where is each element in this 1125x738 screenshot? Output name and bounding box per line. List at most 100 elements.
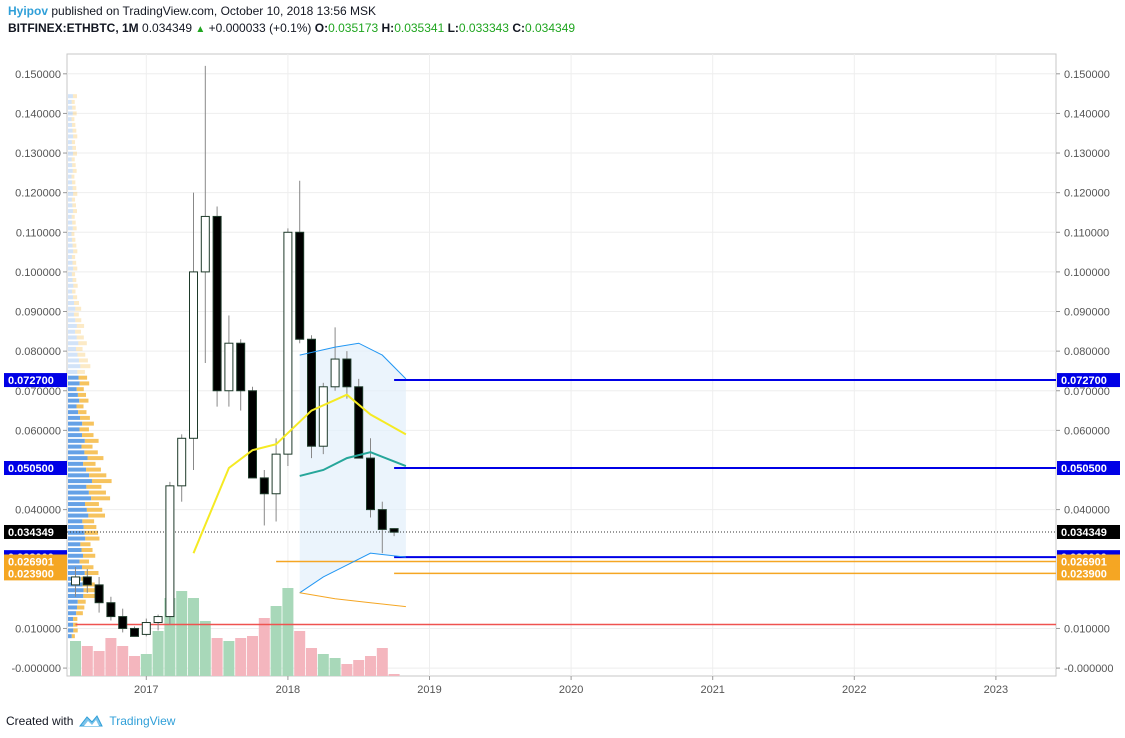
y-tick-label-right: 0.130000 [1064, 148, 1110, 160]
volume-profile-bar-up [68, 502, 85, 507]
volume-profile-bar-up [68, 117, 72, 122]
volume-profile-bar-up [68, 358, 79, 363]
volume-profile-bar-up [68, 421, 83, 426]
volume-profile-bar-down [81, 444, 93, 449]
volume-bar [247, 636, 258, 676]
volume-profile-bar-down [76, 346, 83, 351]
volume-profile-bar-up [68, 260, 73, 265]
volume-profile-bar-up [68, 456, 88, 461]
volume-profile-bar-down [72, 260, 77, 265]
volume-profile-bar-up [68, 352, 78, 357]
chart-header: Hyipov published on TradingView.com, Oct… [8, 3, 1117, 37]
volume-profile-bar-down [79, 427, 89, 432]
volume-profile-bar-up [68, 186, 73, 191]
volume-profile-bar-up [68, 450, 85, 455]
price-tag-left-bg [4, 461, 67, 476]
volume-profile-bar-up [68, 559, 80, 564]
publish-line: Hyipov published on TradingView.com, Oct… [8, 3, 1117, 20]
y-tick-label-right: 0.120000 [1064, 188, 1110, 200]
candle-up [153, 616, 163, 624]
price-tag-left: 0.072700 [8, 375, 54, 387]
volume-profile-bar-up [68, 289, 73, 294]
volume-profile-bar-up [68, 542, 81, 547]
volume-profile-bar-up [68, 214, 72, 219]
volume-profile-bar-down [82, 421, 94, 426]
volume-profile-bar-up [68, 145, 73, 150]
price-tag-right: 0.026901 [1061, 557, 1107, 569]
footer: Created with TradingView [6, 711, 175, 731]
volume-bar [93, 651, 105, 676]
price-chart[interactable]: 0.150000 0.150000 0.140000 0.140000 0.130000… [0, 40, 1125, 708]
ohlc-line: BITFINEX:ETHBTC, 1M 0.034349 ▲ +0.000033… [8, 20, 1117, 38]
volume-bar [306, 648, 317, 676]
volume-profile-bar-down [72, 209, 77, 214]
volume-profile-bar-up [68, 197, 72, 202]
y-tick-label-left: 0.040000 [15, 505, 61, 517]
indicator-lines [192, 342, 407, 608]
volume-profile-bar-up [68, 203, 73, 208]
low-value: 0.033343 [458, 21, 509, 35]
author-link[interactable]: Hyipov [8, 4, 49, 18]
volume-bar [188, 598, 199, 676]
volume-profile-bar-down [73, 249, 78, 254]
volume-profile-bar-up [68, 318, 76, 323]
volume-profile-bar-up [68, 237, 73, 242]
last-price-tag-left: 0.034349 [8, 527, 54, 539]
volume-bar [129, 656, 140, 676]
volume-profile-bar-up [68, 122, 73, 127]
volume-bar [329, 658, 341, 676]
volume-profile-bar-down [72, 186, 77, 191]
volume-profile-bar-down [75, 329, 81, 334]
volume-profile-bar-up [68, 387, 77, 392]
volume-bar [211, 638, 223, 676]
volume-profile-bar-down [82, 433, 94, 438]
volume-profile-bar-up [68, 306, 76, 311]
candle-down [94, 584, 104, 604]
volume-profile-bar-down [72, 168, 77, 173]
last-price-tag-right: 0.034349 [1061, 527, 1107, 539]
candle-up [200, 215, 210, 273]
price-tag-left-bg [4, 554, 67, 569]
volume-profile-bar-up [68, 605, 77, 610]
volume-profile-bar-up [68, 599, 78, 604]
tradingview-brand[interactable]: TradingView [79, 714, 175, 728]
y-tick-label-right: 0.080000 [1064, 346, 1110, 358]
candle-down [106, 602, 116, 618]
volume-profile-bar-up [68, 191, 74, 196]
y-tick-label-left: 0.150000 [15, 69, 61, 81]
volume-profile-bar-down [77, 369, 85, 374]
volume-profile-bar-down [79, 381, 90, 386]
volume-profile-bar-up [68, 404, 77, 409]
y-tick-label-right: -0.000000 [1064, 663, 1114, 675]
volume-profile-bar-down [72, 128, 77, 133]
high-label: H: [381, 21, 395, 35]
volume-bar [176, 591, 188, 676]
y-tick-label-left: 0.010000 [15, 623, 61, 635]
tradingview-logo-icon [79, 715, 104, 727]
price-tag-right-bg [1057, 566, 1120, 581]
volume-profile-bar-up [68, 335, 77, 340]
price-tag-right: 0.072700 [1061, 375, 1107, 387]
volume-profile-bar-down [72, 105, 76, 110]
y-tick-label-right: 0.150000 [1064, 69, 1110, 81]
candle-up [224, 342, 234, 392]
volume-bars [70, 588, 400, 676]
volume-profile-bar-down [73, 616, 78, 621]
volume-profile-bar-up [68, 151, 73, 156]
volume-profile-bar-down [76, 387, 84, 392]
volume-bar [81, 646, 93, 676]
x-tick-label: 2017 [134, 684, 158, 696]
volume-profile-bar-down [83, 593, 96, 598]
volume-profile-bar-down [91, 496, 111, 501]
volume-profile-bar-down [79, 559, 90, 564]
volume-profile-bar-down [72, 163, 76, 168]
volume-profile-bar-down [71, 117, 75, 122]
candle-up [271, 453, 281, 495]
volume-profile-bar-up [68, 634, 72, 639]
candle-up [71, 576, 80, 586]
horizontal-lines[interactable] [67, 379, 1056, 626]
y-tick-label-left: -0.000000 [11, 663, 61, 675]
x-tick-label: 2023 [984, 684, 1008, 696]
volume-bar [317, 654, 329, 676]
volume-profile-bar-up [68, 525, 84, 530]
